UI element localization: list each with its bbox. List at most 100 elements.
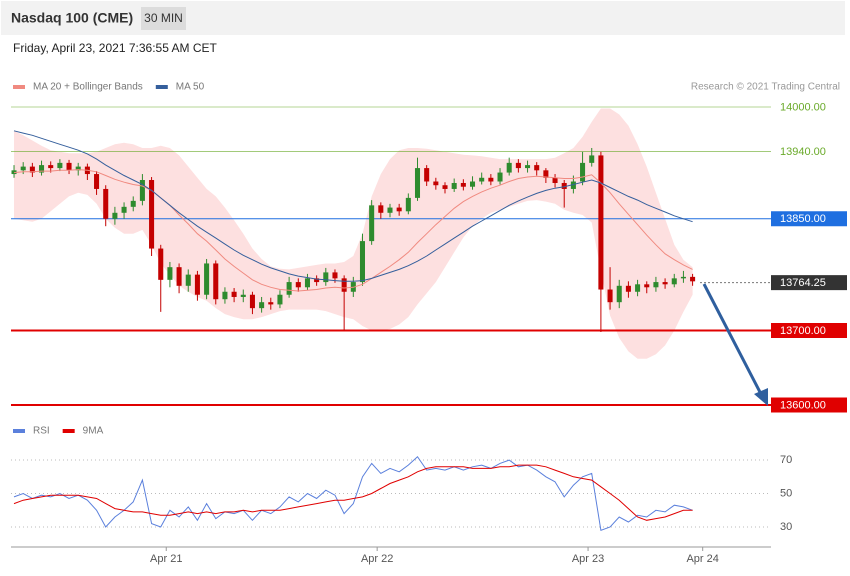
candle-body	[607, 289, 613, 303]
candle-body	[479, 177, 485, 182]
candle	[680, 270, 686, 283]
candle-body	[690, 276, 696, 282]
candle-body	[378, 205, 384, 213]
candle-body	[405, 197, 411, 212]
candle-body	[304, 278, 310, 288]
candle-body	[570, 181, 576, 189]
candle-body	[680, 276, 686, 279]
candle	[103, 185, 109, 227]
candle	[167, 261, 173, 288]
candle	[690, 273, 696, 286]
candle-body	[130, 200, 136, 207]
bollinger-band	[14, 108, 693, 359]
ma-line	[13, 169, 693, 292]
candle-body	[534, 165, 540, 171]
candle	[66, 159, 72, 175]
candle-body	[249, 294, 255, 309]
candle	[304, 273, 310, 291]
candle-body	[121, 206, 127, 213]
candle	[213, 260, 219, 305]
candle	[552, 174, 558, 188]
candle-body	[20, 166, 26, 171]
candle	[424, 165, 430, 186]
legend-swatch	[155, 85, 168, 89]
candle-body	[625, 285, 631, 292]
candle-body	[460, 182, 466, 187]
candle-body	[185, 274, 191, 286]
candle	[543, 168, 549, 183]
candle	[39, 160, 45, 176]
candle	[616, 279, 622, 309]
candle-body	[149, 180, 155, 249]
candle-body	[598, 155, 604, 290]
legend-label: MA 50	[176, 82, 205, 93]
legend-label: MA 20 + Bollinger Bands	[33, 82, 143, 93]
candle-body	[29, 166, 35, 173]
candle	[653, 276, 659, 292]
candle	[506, 157, 512, 176]
candle	[378, 202, 384, 219]
x-tick-label: Apr 21	[150, 553, 182, 565]
candle	[662, 278, 668, 289]
candle-body	[662, 282, 668, 285]
candle-body	[39, 165, 45, 173]
candle	[369, 200, 375, 245]
candle-body	[616, 285, 622, 303]
candle-body	[488, 177, 494, 182]
candle-body	[176, 267, 182, 286]
candle-body	[259, 302, 265, 309]
credit: Research © 2021 Trading Central	[691, 82, 840, 93]
candle-body	[451, 182, 457, 189]
candle-body	[414, 168, 421, 198]
candle	[442, 182, 448, 194]
candle	[598, 151, 604, 332]
timeframe-label[interactable]: 30 MIN	[144, 11, 183, 25]
level-tag	[771, 211, 847, 227]
candle-body	[369, 205, 375, 242]
candle-body	[515, 162, 521, 169]
arrow-shaft	[702, 283, 764, 397]
x-tick-label: Apr 24	[686, 553, 718, 565]
ma-line	[13, 130, 693, 282]
candle	[625, 281, 631, 298]
candle-body	[506, 162, 512, 173]
timestamp: Friday, April 23, 2021 7:36:55 AM CET	[13, 41, 218, 55]
candle	[286, 276, 292, 298]
level-label: 13700.00	[780, 325, 826, 337]
candle	[277, 290, 283, 309]
candle	[561, 180, 567, 208]
candle-body	[94, 174, 100, 189]
candle-body	[442, 185, 448, 189]
candle-body	[497, 172, 503, 182]
candle-body	[580, 162, 586, 182]
candle-body	[277, 294, 283, 305]
candle-body	[204, 263, 210, 295]
candle-body	[222, 291, 228, 300]
candle	[607, 267, 613, 310]
candle-body	[589, 155, 595, 163]
candle	[194, 270, 200, 301]
candle	[314, 275, 320, 286]
timeframe-button[interactable]	[141, 7, 186, 30]
candle-body	[359, 241, 366, 283]
candle	[185, 269, 191, 292]
candle	[249, 291, 255, 315]
arrow-head	[754, 388, 768, 406]
candle	[176, 263, 182, 294]
candle	[635, 279, 641, 297]
candle	[433, 177, 439, 190]
candle-body	[240, 294, 246, 297]
candle	[479, 172, 485, 185]
candle-body	[268, 302, 274, 305]
candle	[323, 267, 329, 286]
level-label: 13600.00	[780, 399, 826, 411]
candle-body	[644, 284, 650, 288]
candle-body	[66, 162, 72, 171]
level-label: 14000.00	[780, 101, 826, 113]
candle	[671, 273, 677, 288]
candle	[259, 296, 265, 313]
candle-body	[295, 282, 301, 288]
candle	[231, 288, 237, 303]
candle	[130, 196, 136, 212]
candle	[644, 281, 650, 294]
